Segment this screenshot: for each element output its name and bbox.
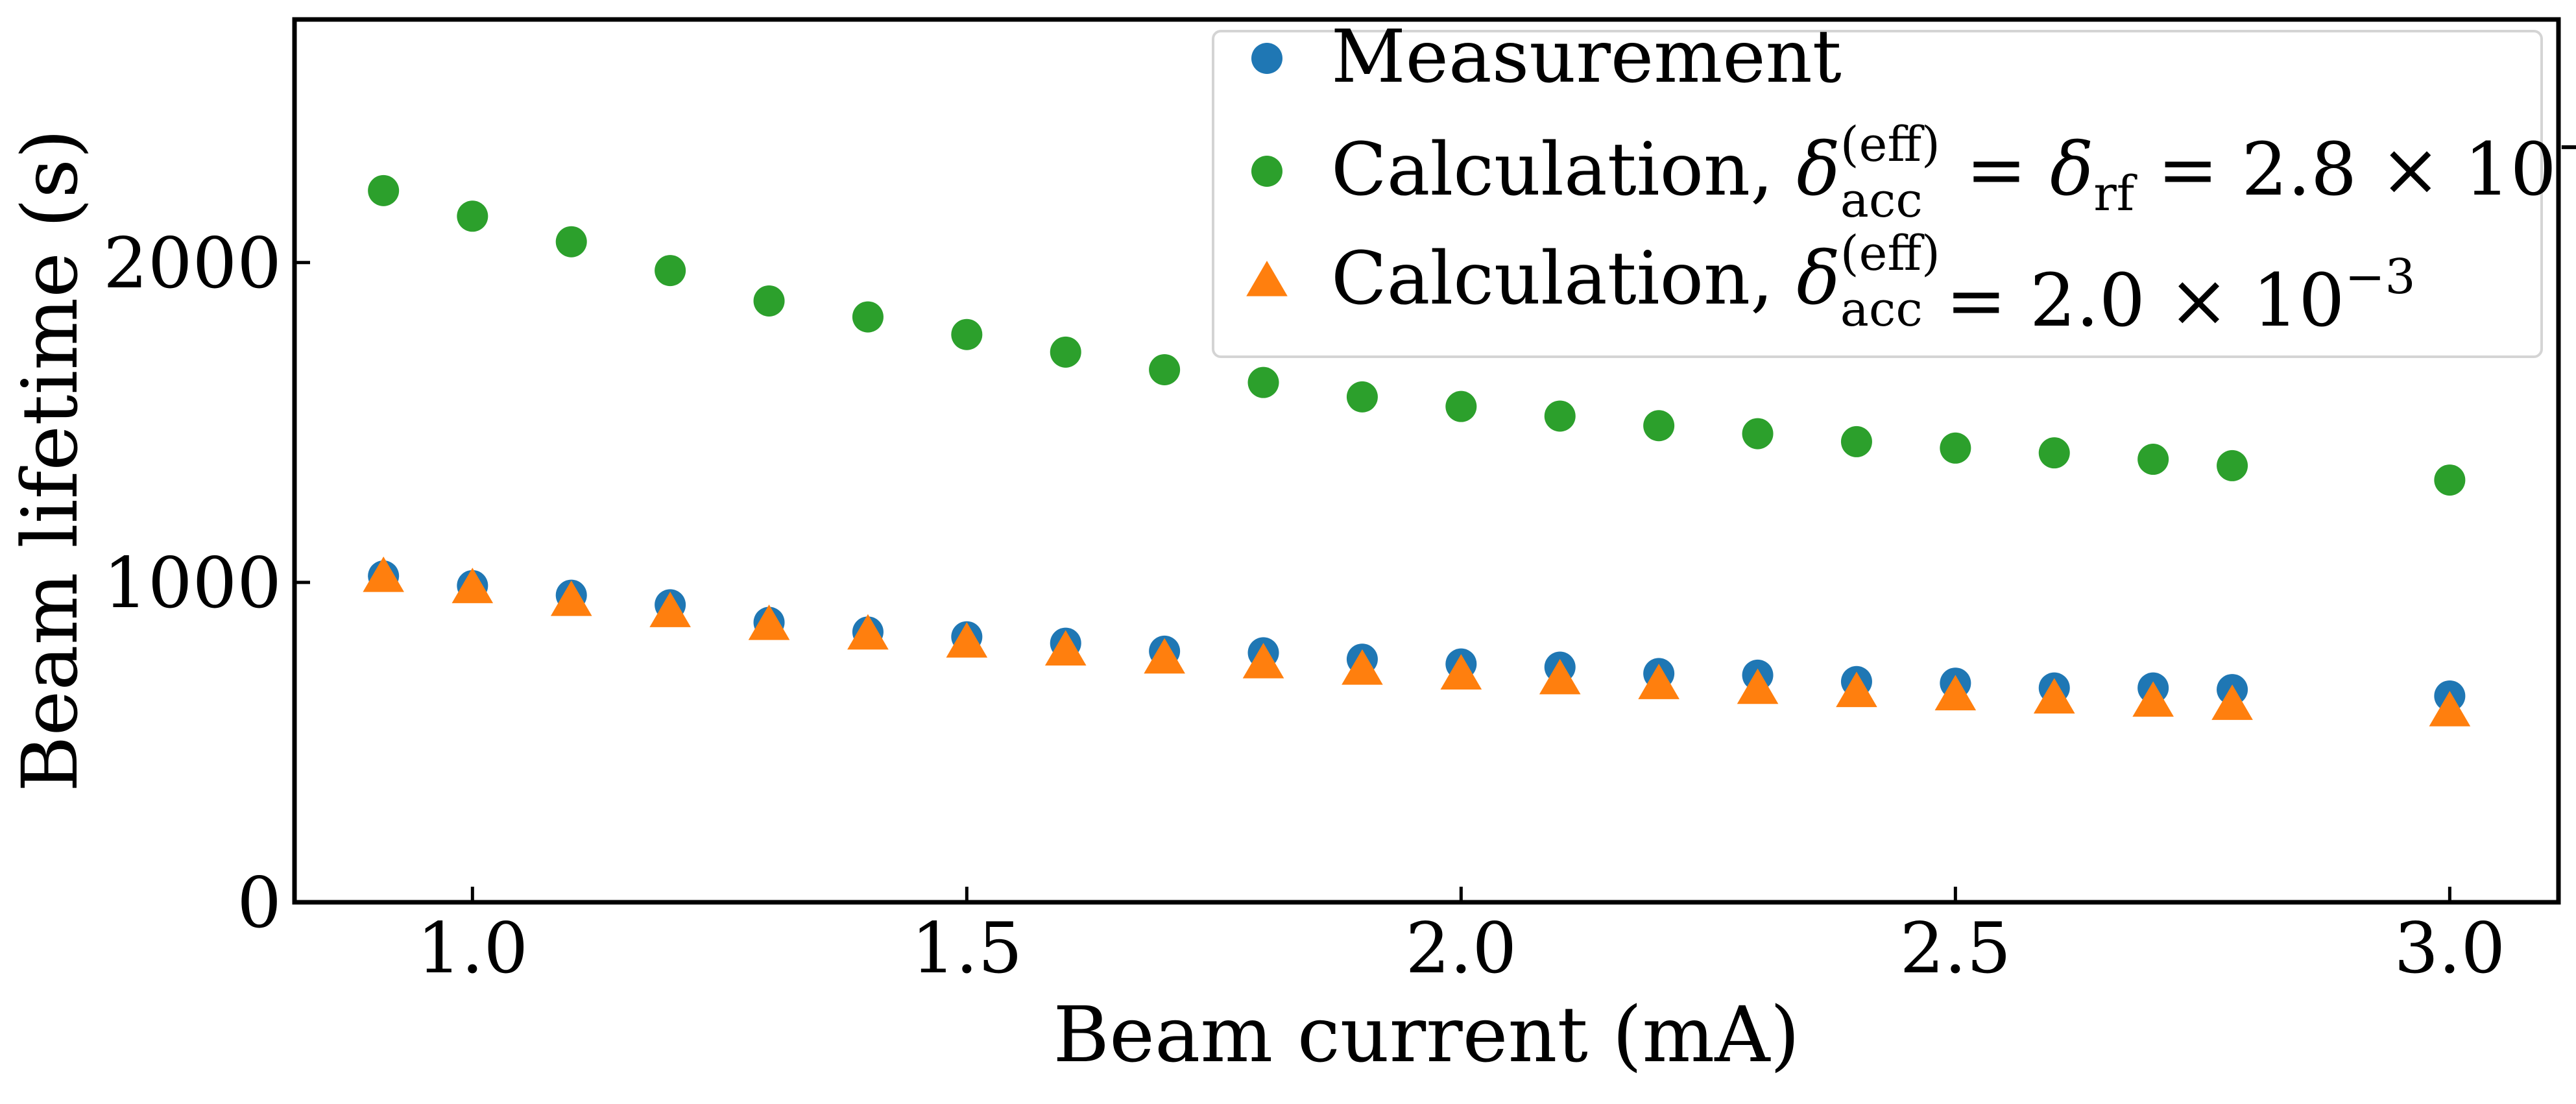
legend-symbol: δ	[1796, 128, 1840, 212]
series-2-point	[555, 226, 587, 258]
legend-subscript: acc	[1840, 282, 1923, 337]
y-tick-label: 2000	[103, 223, 282, 304]
series-2-point	[1149, 354, 1181, 385]
legend-text: = 2.0 × 10	[1923, 259, 2345, 343]
series-2	[368, 174, 2466, 496]
series-2-point	[1050, 336, 1081, 368]
series-3-point	[1242, 643, 1284, 678]
legend-symbol: δ	[1796, 237, 1840, 321]
x-axis-label: Beam current (mA)	[1053, 990, 1800, 1079]
series-2-point	[655, 255, 686, 287]
legend-subscript: rf	[2093, 166, 2137, 222]
series-2-point	[1346, 381, 1378, 413]
series-3-point	[2429, 691, 2471, 726]
x-tick-label: 1.5	[911, 908, 1022, 989]
y-tick-label: 1000	[103, 543, 282, 624]
series-3-point	[1836, 671, 1877, 708]
series-2-point	[457, 200, 488, 232]
axis-ticks: 1.0 1.5 2.0 2.5 3.0 0 1000 2000	[103, 223, 2505, 989]
series-3-point	[1044, 630, 1087, 666]
legend-text: Calculation,	[1331, 128, 1796, 212]
series-2-point	[2137, 444, 2169, 475]
series-3-point	[1539, 658, 1581, 695]
legend-marker	[1251, 43, 1282, 74]
legend-superscript: (eff)	[1840, 226, 1940, 282]
series-2-point	[753, 285, 785, 317]
data-marks	[363, 174, 2471, 726]
series-3-point	[1737, 668, 1779, 704]
series-2-point	[951, 318, 983, 350]
series-3-point	[451, 568, 494, 603]
legend-box	[1212, 30, 2543, 358]
legend-text: =	[1943, 128, 2050, 212]
series-3-point	[847, 614, 889, 650]
series-2-point	[1742, 418, 1774, 450]
series-3-point	[748, 604, 790, 640]
series-2-point	[2217, 450, 2248, 481]
series-3-point	[1934, 675, 1977, 711]
series-3-point	[649, 592, 691, 627]
series-3-point	[1440, 654, 1482, 690]
legend-exponent: −3	[2345, 249, 2416, 305]
series-2-point	[2434, 464, 2466, 496]
series-2-point	[1544, 400, 1576, 432]
series-3-point	[2132, 681, 2174, 717]
legend-symbol: δ	[2050, 128, 2093, 212]
series-2-point	[1643, 410, 1675, 442]
series-3-point	[946, 622, 988, 658]
series-3-point	[550, 581, 592, 616]
series-3-point	[2211, 684, 2253, 720]
legend-label: Calculation, δ(eff)acc = δrf = 2.8 × 10−…	[1331, 117, 2576, 228]
legend: Measurement Calculation, δ(eff) acc = δrf …	[1246, 15, 2576, 343]
legend-subscript: acc	[1840, 173, 1923, 228]
series-3-point	[363, 557, 404, 592]
legend-superscript: (eff)	[1840, 117, 1940, 173]
legend-text: = 2.8 × 10	[2134, 128, 2557, 212]
x-tick-label: 2.0	[1405, 908, 1517, 989]
series-2-point	[2038, 437, 2070, 469]
series-2-point	[1247, 366, 1279, 398]
series-3-point	[1342, 649, 1383, 685]
series-3-point	[1144, 638, 1185, 674]
legend-label: Calculation, δ(eff) acc = 2.0 × 10−3	[1331, 226, 2416, 343]
series-2-point	[1445, 390, 1477, 422]
plot-frame	[292, 17, 2561, 905]
legend-label: Measurement	[1331, 15, 1842, 99]
legend-text: Calculation,	[1331, 237, 1796, 321]
y-axis-label: Beam lifetime (s)	[5, 129, 95, 792]
series-3	[363, 557, 2471, 726]
series-3-point	[2033, 678, 2075, 714]
series-2-point	[1940, 432, 1971, 464]
x-tick-label: 3.0	[2394, 908, 2505, 989]
legend-marker	[1251, 156, 1282, 187]
legend-marker	[1246, 261, 1288, 296]
y-tick-label: 0	[237, 863, 282, 944]
series-2-point	[1840, 426, 1872, 457]
x-tick-label: 2.5	[1899, 908, 2011, 989]
series-2-point	[852, 301, 884, 333]
series-2-point	[368, 174, 400, 206]
series-3-point	[1638, 664, 1679, 699]
x-tick-label: 1.0	[416, 908, 528, 989]
